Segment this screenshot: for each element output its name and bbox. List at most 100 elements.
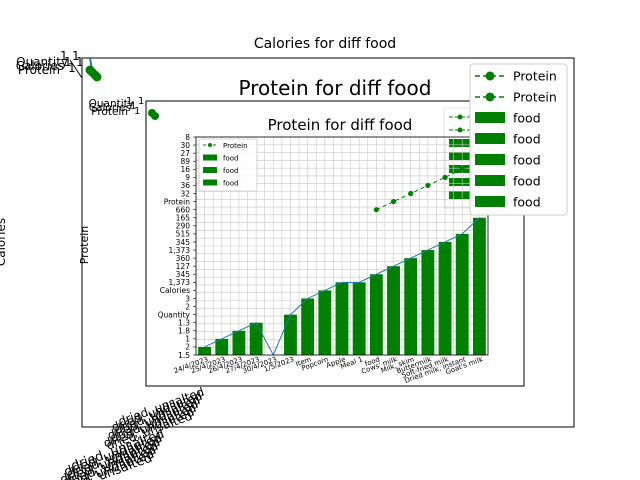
outer-corner-label: Quantity: [16, 55, 68, 69]
ytick-label: 345: [176, 238, 191, 247]
legend-bar-swatch: [203, 179, 217, 186]
bar: [369, 274, 383, 355]
chart-ytick-labels: 1.5211.81.3Quantity23Calories1,373345127…: [158, 133, 196, 360]
ghost-bar-swatch: [449, 178, 471, 186]
ytick-label: 1: [185, 335, 190, 344]
middle-title: Protein for diff food: [239, 76, 432, 100]
outer-legend-bar-swatch: [475, 154, 505, 165]
ytick-label: 360: [176, 254, 191, 263]
chart-legend: Protein food food food: [198, 138, 258, 192]
ghost-marker: [457, 114, 463, 120]
middle-corner-digit: 1: [138, 96, 144, 107]
outer-tick-mark: [69, 59, 83, 79]
ytick-label: Calories: [160, 286, 190, 295]
outer-corner-digit: 1: [60, 49, 68, 63]
ytick-label: 1.5: [178, 351, 190, 360]
outer-legend-label: food: [513, 195, 541, 210]
outer-corner-digit: 1: [72, 49, 80, 63]
outer-legend-bar-swatch: [475, 133, 505, 144]
outer-corner-label: Calories: [16, 59, 64, 73]
middle-corner-digit: 1: [134, 106, 140, 117]
ytick-label: 16: [180, 165, 190, 174]
ytick-label: 1,373: [169, 246, 191, 255]
ytick-label: 660: [176, 205, 191, 214]
ytick-label: 8: [185, 133, 190, 142]
protein-point: [442, 174, 448, 180]
outer-title: Calories for diff food: [254, 36, 396, 52]
ytick-label: 36: [180, 181, 190, 190]
ytick-label: 290: [176, 222, 191, 231]
bar: [438, 241, 452, 355]
bar: [335, 282, 349, 355]
bar: [387, 266, 400, 355]
ghost-bar-swatch: [449, 152, 471, 160]
outer-corner-digit: 1: [64, 55, 72, 69]
ytick-label: Quantity: [158, 310, 191, 319]
protein-point: [373, 207, 379, 213]
ghost-bar-swatch: [449, 139, 471, 147]
bar: [249, 322, 263, 355]
legend-label: food: [223, 180, 238, 188]
legend-frame: [198, 138, 258, 192]
middle-plot-area: [145, 100, 525, 387]
ytick-label: 30: [180, 141, 190, 150]
ytick-label: 515: [176, 230, 191, 239]
bar: [472, 217, 486, 355]
middle-corner-digit: 1: [126, 96, 132, 107]
bar: [284, 314, 297, 355]
legend-label: food: [223, 155, 238, 163]
legend-label: Protein: [223, 142, 248, 150]
legend-marker: [208, 143, 212, 147]
chart-bars: [198, 217, 486, 357]
bar: [421, 250, 435, 355]
outer-plot-area: [81, 57, 575, 428]
outer-legend-bar-swatch: [475, 196, 505, 207]
outer-legend-label: food: [513, 132, 541, 147]
ytick-label: 127: [176, 262, 191, 271]
outer-legend-label: Protein: [513, 69, 557, 84]
middle-corner-label: Quantity: [89, 98, 134, 110]
ytick-label: 89: [180, 157, 190, 166]
ytick-label: 1,373: [169, 278, 191, 287]
ytick-label: 1.3: [178, 319, 190, 328]
bar: [232, 330, 246, 355]
ytick-label: 2: [185, 302, 190, 311]
middle-corner-digit: 1: [130, 101, 136, 112]
outer-corner-label: Protein: [18, 63, 60, 77]
middle-stub-marker: [151, 112, 159, 120]
bar: [404, 258, 418, 355]
protein-point: [390, 198, 397, 205]
chart-plot-area: [195, 136, 489, 356]
outer-corner-digit: 1: [68, 61, 76, 75]
chart-xtick-labels: 24/4/202325/4/202326/4/202327/4/202330/4…: [173, 355, 485, 385]
outer-legend-marker: [485, 71, 495, 81]
legend-bar-swatch: [203, 167, 217, 173]
chart-title: Protein for diff food: [268, 116, 413, 134]
legend-label: food: [223, 167, 238, 175]
ytick-label: 345: [176, 270, 191, 279]
bar: [198, 346, 212, 355]
outer-legend-bar-swatch: [475, 175, 505, 186]
ytick-label: 165: [176, 214, 191, 223]
bar: [352, 282, 366, 355]
ytick-label: 32: [180, 189, 190, 198]
bar: [301, 298, 315, 355]
ytick-label: 2: [185, 343, 190, 352]
bar: [215, 338, 229, 355]
outer-legend-marker: [485, 92, 495, 102]
ytick-label: 27: [180, 149, 190, 158]
outer-stub-marker: [92, 72, 102, 82]
ghost-bar-swatch: [449, 191, 471, 199]
ytick-label: 3: [185, 294, 190, 303]
ghost-marker: [457, 127, 463, 133]
bar: [455, 233, 469, 355]
outer-legend-label: food: [513, 111, 541, 126]
middle-ylabel: Protein: [78, 226, 91, 265]
outer-ylabel: Calories: [0, 218, 8, 266]
ytick-label: 1.8: [178, 327, 190, 336]
outer-legend-label: food: [513, 174, 541, 189]
outer-corner-digit: 1: [76, 55, 84, 69]
